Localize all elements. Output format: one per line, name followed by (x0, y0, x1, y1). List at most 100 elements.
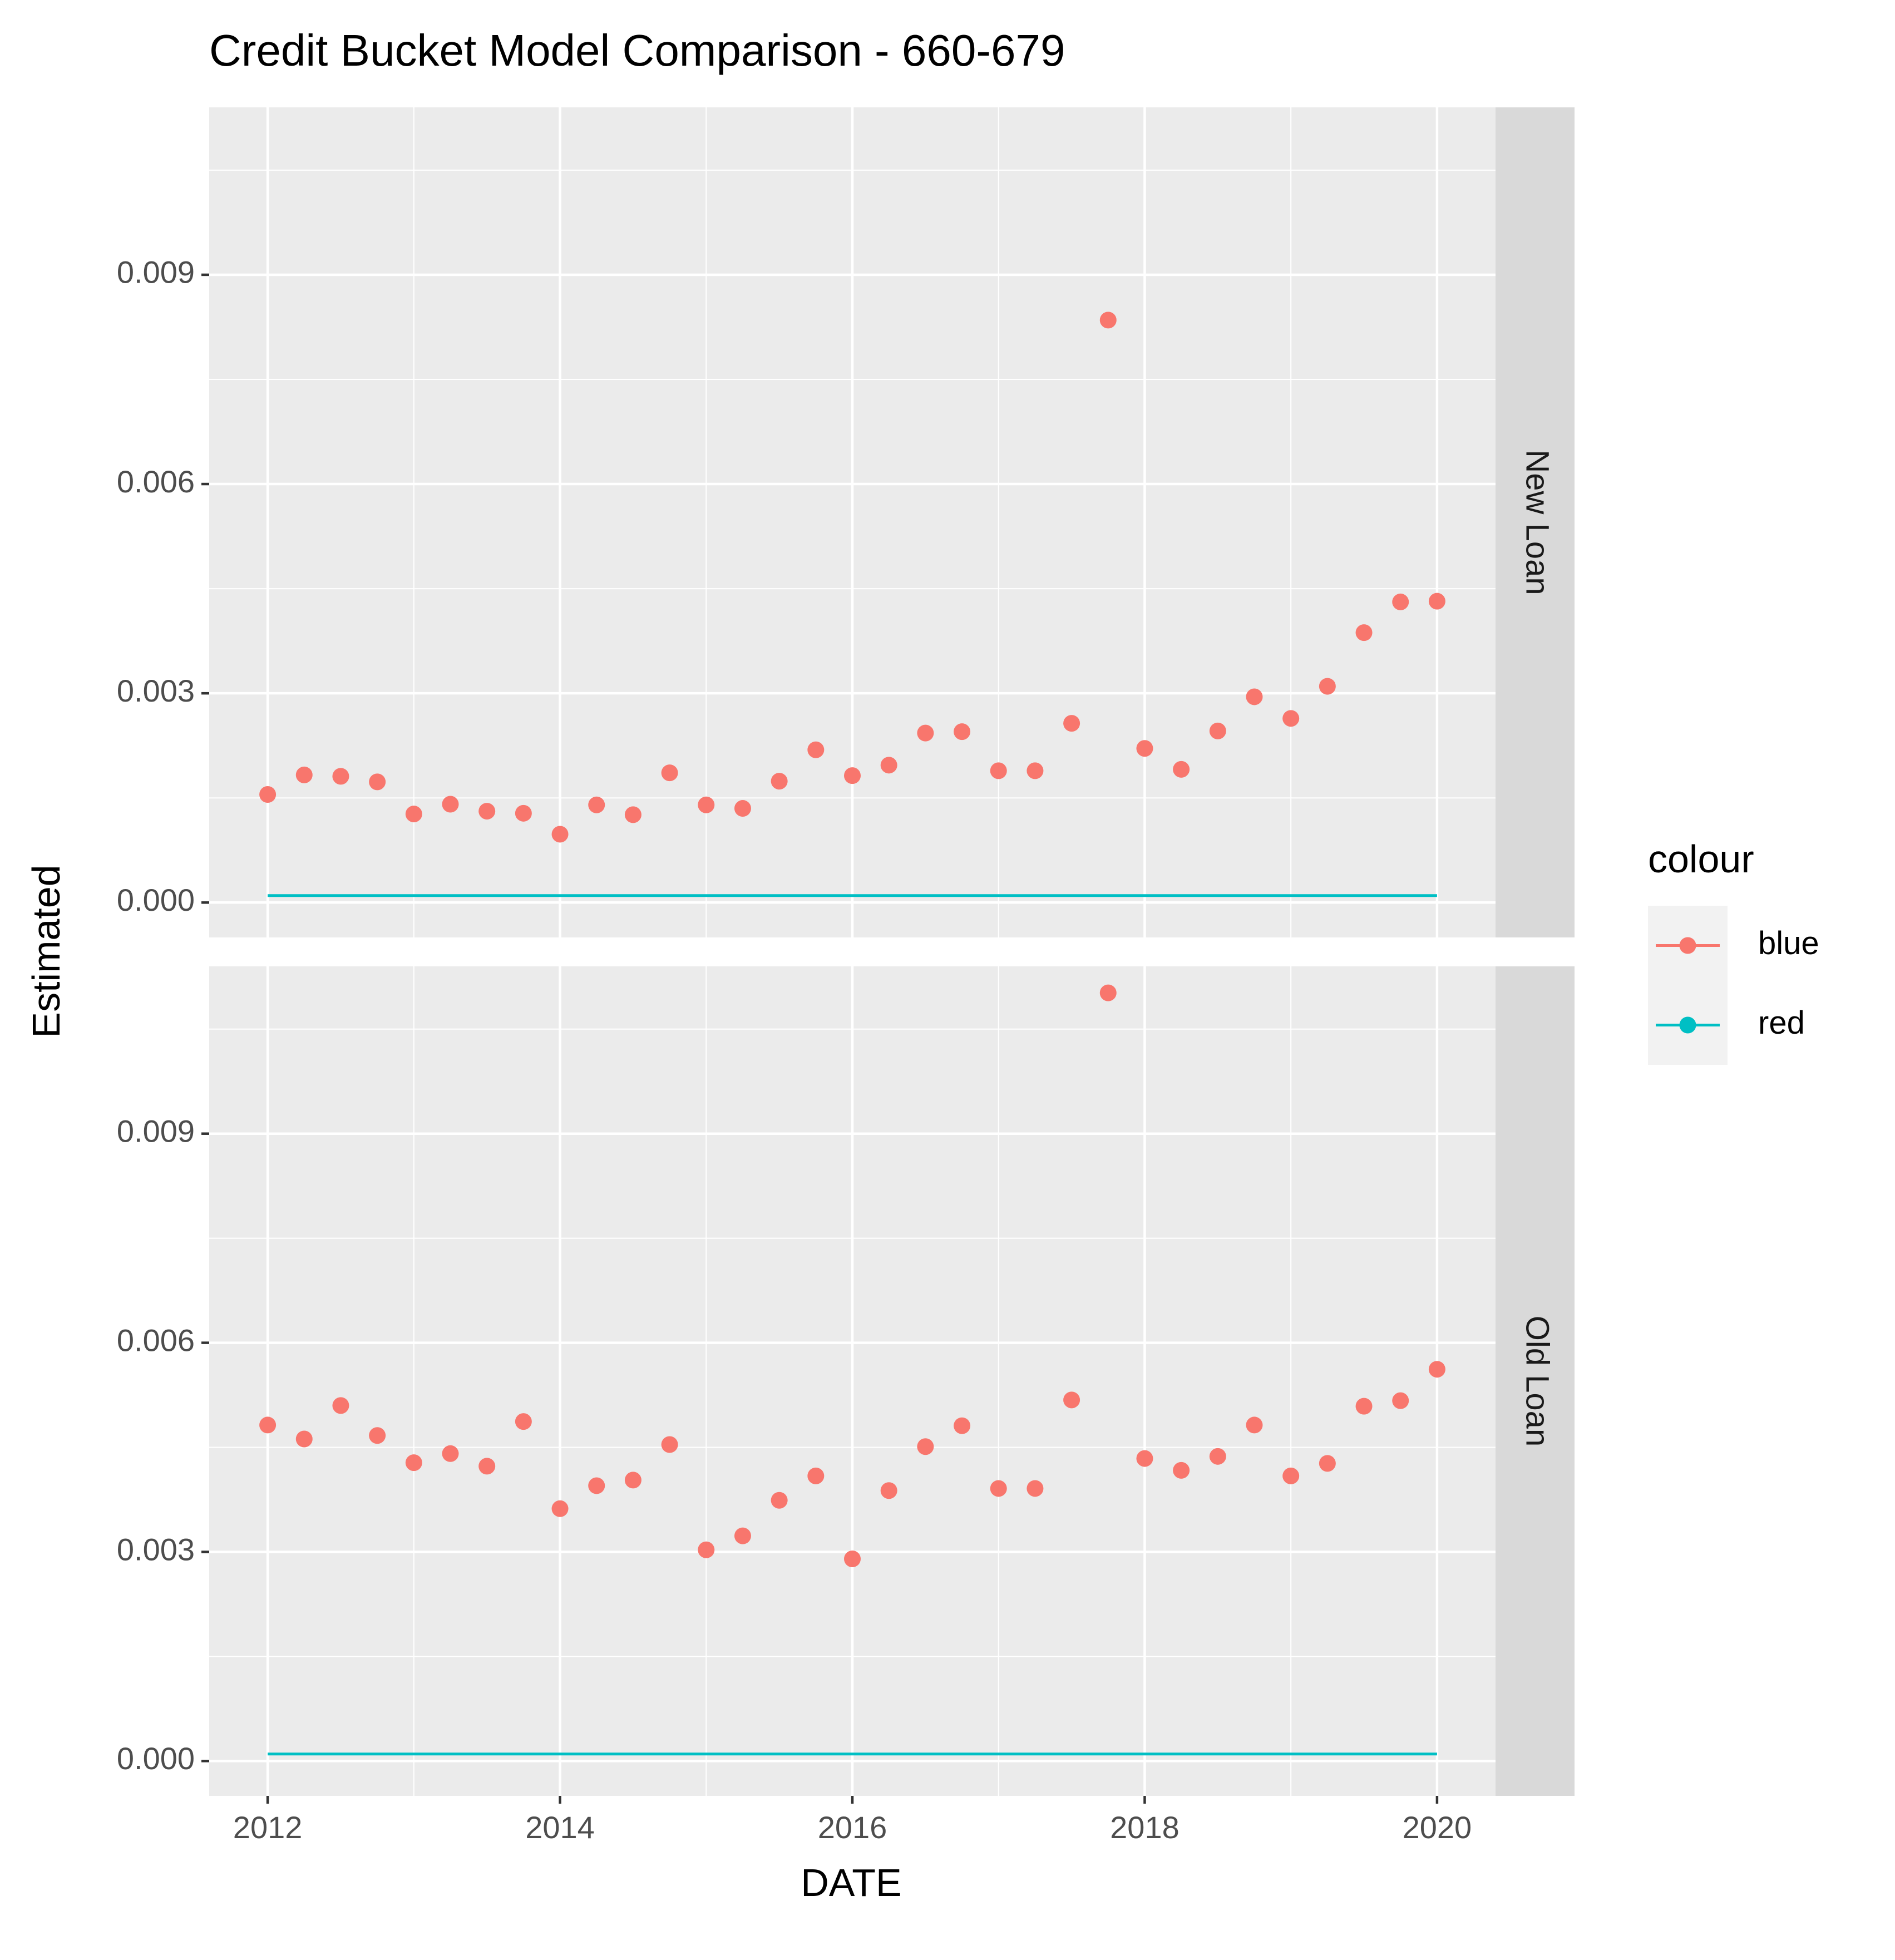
data-point-blue (1282, 710, 1300, 727)
legend-label: blue (1758, 925, 1819, 961)
data-point-blue (1136, 740, 1153, 757)
data-point-blue (880, 1482, 897, 1499)
data-point-blue (405, 806, 422, 823)
data-point-blue (1392, 593, 1409, 610)
data-point-blue (1173, 761, 1190, 778)
data-point-blue (1173, 1462, 1190, 1479)
data-point-blue (1319, 1455, 1336, 1472)
y-tick-label: 0.003 (117, 1532, 195, 1567)
data-point-blue (771, 773, 788, 790)
data-point-blue (551, 826, 569, 843)
data-point-blue (661, 1436, 678, 1453)
data-point-blue (442, 796, 459, 813)
data-point-blue (1282, 1467, 1300, 1484)
x-tick-label: 2016 (818, 1810, 887, 1845)
x-tick-label: 2012 (233, 1810, 303, 1845)
legend: colour blue red (1648, 837, 1819, 1065)
data-point-blue (734, 800, 751, 817)
legend-key-point (1679, 937, 1696, 954)
facet-strip-label: Old Loan (1519, 1316, 1556, 1446)
y-tick-label: 0.006 (117, 1322, 195, 1357)
data-point-blue (369, 773, 386, 791)
data-point-blue (478, 1458, 496, 1475)
data-point-blue (588, 1477, 605, 1494)
data-point-blue (954, 723, 971, 740)
data-point-blue (1027, 1480, 1044, 1497)
facet-strips: New Loan Old Loan (1496, 107, 1575, 1796)
data-point-blue (661, 764, 678, 782)
data-point-blue (1063, 715, 1080, 732)
x-tick-label: 2018 (1110, 1810, 1180, 1845)
data-point-blue (515, 804, 532, 822)
panel-old-loan (209, 966, 1496, 1796)
data-point-blue (917, 724, 934, 742)
data-point-blue (990, 1480, 1007, 1497)
data-point-blue (734, 1527, 751, 1544)
legend-title: colour (1648, 837, 1754, 881)
y-tick-label: 0.000 (117, 882, 195, 917)
x-tick-label: 2020 (1403, 1810, 1472, 1845)
facet-strip-background (1496, 966, 1575, 1796)
data-point-blue (1099, 312, 1117, 329)
data-point-blue (551, 1500, 569, 1517)
data-point-blue (442, 1445, 459, 1462)
data-point-blue (1319, 678, 1336, 695)
x-axis-title: DATE (801, 1861, 902, 1904)
data-point-blue (1428, 593, 1445, 610)
data-point-blue (515, 1413, 532, 1430)
data-point-blue (698, 1541, 715, 1558)
data-point-blue (1209, 1448, 1226, 1465)
data-point-blue (1063, 1391, 1080, 1409)
panel-new-loan (209, 107, 1496, 937)
data-point-blue (624, 806, 641, 823)
data-point-blue (295, 766, 313, 783)
data-point-blue (1428, 1361, 1445, 1378)
data-point-blue (954, 1417, 971, 1434)
data-point-blue (1392, 1392, 1409, 1409)
facet-strip-label: New Loan (1519, 450, 1556, 595)
y-axis-title: Estimated (24, 865, 68, 1038)
data-point-blue (807, 741, 825, 758)
data-point-blue (1246, 688, 1263, 705)
y-tick-label: 0.003 (117, 673, 195, 708)
data-point-blue (369, 1427, 386, 1444)
data-point-blue (332, 1397, 349, 1414)
facet-panels (209, 107, 1496, 1796)
data-point-blue (1355, 1398, 1373, 1415)
data-point-blue (990, 762, 1007, 779)
data-point-blue (332, 768, 349, 785)
data-point-blue (624, 1472, 641, 1489)
y-tick-label: 0.009 (117, 1114, 195, 1149)
y-axis: 0.000 0.003 0.006 0.009 0.000 0.003 0.006 0.009 (117, 255, 209, 1776)
data-point-blue (807, 1467, 825, 1484)
data-point-blue (880, 757, 897, 774)
data-point-blue (478, 803, 496, 820)
data-point-blue (259, 1416, 277, 1434)
data-point-blue (844, 1551, 861, 1567)
data-point-blue (1027, 762, 1044, 779)
legend-label: red (1758, 1005, 1805, 1041)
y-tick-label: 0.000 (117, 1741, 195, 1776)
data-point-blue (917, 1438, 934, 1455)
x-tick-label: 2014 (525, 1810, 595, 1845)
data-point-blue (588, 796, 605, 813)
facet-strip-background (1496, 107, 1575, 937)
data-point-blue (259, 786, 277, 803)
y-tick-label: 0.009 (117, 255, 195, 290)
data-point-blue (1246, 1416, 1263, 1434)
data-point-blue (405, 1454, 422, 1472)
data-point-blue (698, 796, 715, 813)
chart-title: Credit Bucket Model Comparison - 660-679 (209, 26, 1065, 75)
x-axis: 2012 2014 2016 2018 2020 (233, 1796, 1472, 1845)
data-point-blue (1099, 984, 1117, 1001)
data-point-blue (295, 1430, 313, 1448)
data-point-blue (1209, 722, 1226, 739)
data-point-blue (1136, 1450, 1153, 1467)
data-point-blue (1355, 624, 1373, 641)
data-point-blue (844, 767, 861, 784)
legend-key-point (1679, 1016, 1696, 1034)
data-point-blue (771, 1492, 788, 1509)
y-tick-label: 0.006 (117, 464, 195, 499)
